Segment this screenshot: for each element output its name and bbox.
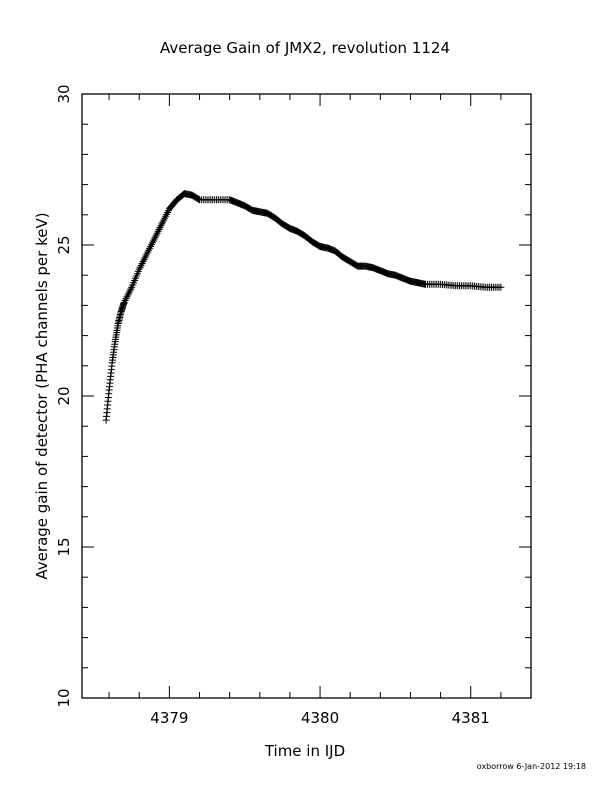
chart-title: Average Gain of JMX2, revolution 1124 <box>160 39 450 57</box>
y-tick-label: 25 <box>55 235 73 254</box>
y-tick-label: 30 <box>55 84 73 103</box>
x-tick-label: 4379 <box>150 709 188 727</box>
y-axis-label: Average gain of detector (PHA channels p… <box>33 212 51 579</box>
data-point <box>497 283 505 291</box>
data-points <box>102 190 505 424</box>
y-tick-label: 20 <box>55 386 73 405</box>
plot-frame <box>81 93 532 699</box>
y-tick-label: 10 <box>55 688 73 707</box>
footer-credit: oxborrow 6-Jan-2012 19:18 <box>477 762 586 771</box>
y-tick-label: 15 <box>55 537 73 556</box>
x-axis-label: Time in IJD <box>264 742 345 760</box>
axis-tick-labels: 4379 4380 4381 10 15 20 25 30 <box>55 84 490 727</box>
axis-ticks <box>82 93 532 699</box>
x-tick-label: 4381 <box>452 709 490 727</box>
x-tick-label: 4380 <box>301 709 339 727</box>
